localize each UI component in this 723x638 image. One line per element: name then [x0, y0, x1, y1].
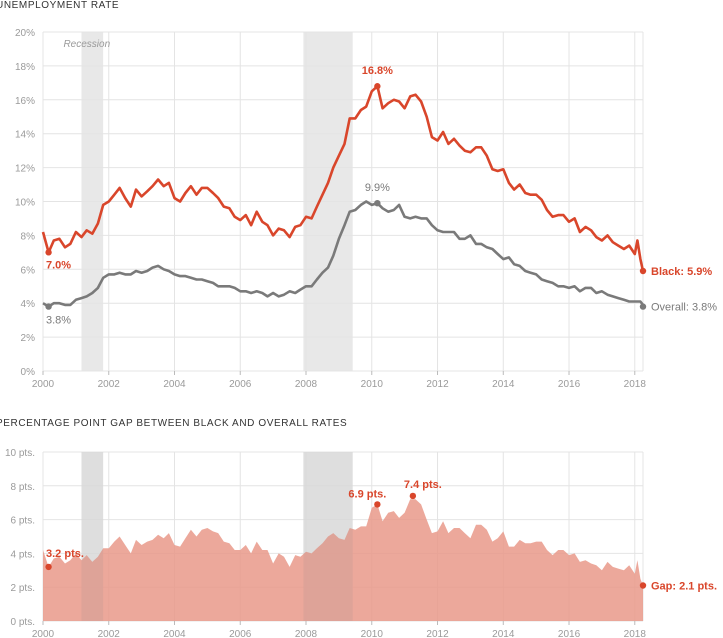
- rate-y-tick-label: 2%: [21, 333, 36, 344]
- annotation-label: 7.0%: [46, 259, 71, 271]
- gap-y-tick-label: 0 pts.: [11, 617, 35, 628]
- rate-y-tick-label: 12%: [15, 164, 35, 175]
- gap-x-tick-label: 2018: [624, 629, 647, 638]
- rate-y-tick-label: 18%: [15, 62, 35, 73]
- rate-x-tick-label: 2008: [295, 379, 318, 390]
- rate-y-tick-label: 14%: [15, 130, 35, 141]
- gap-chart-title: PERCENTAGE POINT GAP BETWEEN BLACK AND O…: [0, 418, 348, 429]
- rate-y-tick-label: 16%: [15, 96, 35, 107]
- unemployment-rate-chart: 0% 2% 4% 6% 8% 10% 12% 14% 16% 18% 20% 2000 2002 2004…: [15, 28, 717, 390]
- rate-x-tick-label: 2002: [98, 379, 121, 390]
- gap-annotation-dot: [374, 501, 381, 508]
- rate-y-tick-label: 10%: [15, 198, 35, 209]
- gap-x-tick-label: 2002: [98, 629, 121, 638]
- annotation-dot: [45, 303, 52, 310]
- rate-y-tick-label: 0%: [21, 367, 36, 378]
- rate-y-tick-label: 6%: [21, 265, 36, 276]
- gap-y-tick-label: 4 pts.: [11, 549, 35, 560]
- gap-y-tick-label: 10 pts.: [5, 448, 35, 459]
- gap-recession-overlay: [81, 452, 104, 621]
- gap-annotation-dot: [639, 582, 647, 589]
- gap-x-tick-label: 2014: [492, 629, 515, 638]
- gap-y-tick-label: 8 pts.: [11, 482, 35, 493]
- annotation-label: Black: 5.9%: [651, 266, 712, 278]
- rate-x-tick-label: 2018: [624, 379, 647, 390]
- rate-x-tick-label: 2004: [163, 379, 186, 390]
- annotation-dot: [374, 83, 381, 90]
- gap-annotation-label: 3.2 pts.: [46, 548, 84, 560]
- gap-annotation-label: 7.4 pts.: [404, 479, 442, 491]
- annotation-label: 3.8%: [46, 315, 71, 327]
- gap-annotation-dot: [45, 563, 52, 571]
- overall-rate-line: [42, 200, 645, 308]
- gap-area: [43, 499, 643, 621]
- rate-y-tick-label: 20%: [15, 28, 35, 39]
- annotation-dot: [639, 303, 647, 310]
- gap-recession-overlay: [303, 452, 353, 621]
- annotation-dot: [45, 249, 52, 256]
- rate-y-tick-label: 4%: [21, 299, 36, 310]
- gap-y-tick-label: 6 pts.: [11, 516, 35, 527]
- gap-x-tick-label: 2008: [295, 629, 318, 638]
- gap-y-tick-label: 2 pts.: [11, 583, 35, 594]
- gap-x-tick-label: 2016: [558, 629, 581, 638]
- annotation-label: 9.9%: [365, 182, 390, 194]
- annotation-label: 16.8%: [362, 65, 393, 77]
- rate-x-tick-label: 2012: [426, 379, 449, 390]
- gap-x-tick-label: 2010: [361, 629, 384, 638]
- gap-x-tick-label: 2012: [426, 629, 449, 638]
- rate-x-tick-label: 2010: [361, 379, 384, 390]
- rate-y-tick-label: 8%: [21, 231, 36, 242]
- rate-x-tick-label: 2016: [558, 379, 581, 390]
- gap-annotation-label: 6.9 pts.: [348, 488, 386, 500]
- gap-annotation-label: Gap: 2.1 pts.: [651, 581, 717, 593]
- rate-chart-title: UNEMPLOYMENT RATE: [0, 0, 120, 11]
- gap-x-tick-label: 2006: [229, 629, 252, 638]
- annotation-dot: [374, 199, 381, 207]
- annotation-label: Overall: 3.8%: [651, 302, 717, 314]
- rate-x-tick-label: 2000: [32, 379, 55, 390]
- rate-x-tick-label: 2014: [492, 379, 515, 390]
- gap-annotation-dot: [409, 492, 417, 500]
- recession-label: Recession: [63, 39, 110, 50]
- gap-x-tick-label: 2004: [163, 629, 186, 638]
- gap-x-tick-label: 2000: [32, 629, 55, 638]
- annotation-dot: [639, 267, 647, 275]
- rate-x-tick-label: 2006: [229, 379, 252, 390]
- black-rate-line: [41, 84, 645, 272]
